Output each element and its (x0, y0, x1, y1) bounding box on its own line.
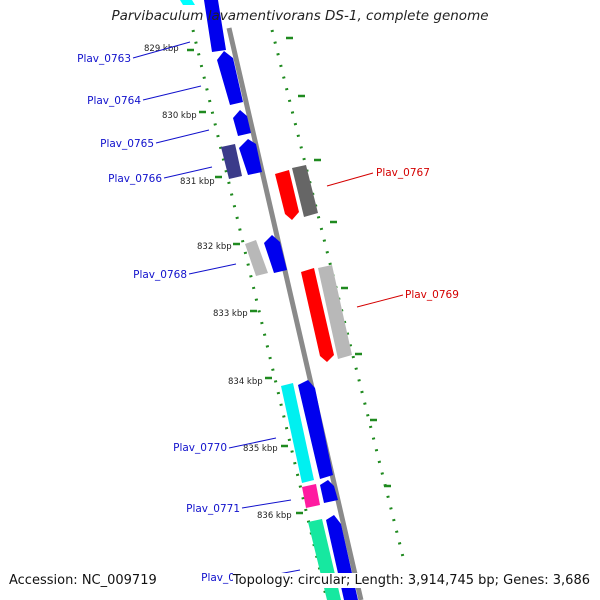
gene-feature[interactable] (301, 268, 334, 362)
gene-feature[interactable] (180, 0, 195, 5)
gene-feature[interactable] (264, 235, 287, 273)
gene-label[interactable]: Plav_0769 (405, 289, 459, 301)
gene-feature[interactable] (275, 170, 299, 220)
label-leaders (132, 41, 404, 579)
map-title: Parvibaculum lavamentivorans DS-1, compl… (111, 8, 489, 24)
gene-feature[interactable] (245, 240, 268, 276)
gene-feature[interactable] (320, 480, 338, 503)
gene-labels: Plav_0763 Plav_0764 Plav_0765 Plav_0766 … (77, 53, 459, 584)
gene-label[interactable]: Plav_0767 (376, 167, 430, 179)
gene-feature[interactable] (204, 0, 226, 52)
inner-tick-ring (191, 29, 407, 600)
kbp-label: 834 kbp (228, 377, 263, 387)
gene-feature[interactable] (302, 484, 320, 508)
major-ticks (187, 36, 391, 515)
topology-summary: Topology: circular; Length: 3,914,745 bp… (232, 573, 590, 588)
gene-feature[interactable] (221, 144, 242, 179)
gene-label[interactable]: Plav_0771 (186, 503, 240, 515)
gene-label[interactable]: Plav_0765 (100, 138, 154, 150)
gene-feature[interactable] (239, 139, 262, 175)
genome-backbone (226, 27, 364, 600)
gene-label[interactable]: Plav_0770 (173, 442, 227, 454)
kbp-label: 831 kbp (180, 177, 215, 187)
kbp-label: 836 kbp (257, 511, 292, 521)
gene-label[interactable]: Plav_0764 (87, 95, 141, 107)
kbp-labels: 829 kbp 830 kbp 831 kbp 832 kbp 833 kbp … (144, 44, 292, 521)
gene-label[interactable]: Plav_0768 (133, 269, 187, 281)
gene-feature[interactable] (217, 51, 243, 105)
gene-feature[interactable] (281, 383, 314, 483)
gene-feature[interactable] (292, 165, 318, 217)
accession-label: Accession: NC_009719 (9, 573, 157, 588)
gene-label[interactable]: Plav_0763 (77, 53, 131, 65)
kbp-label: 830 kbp (162, 111, 197, 121)
gene-feature[interactable] (318, 265, 352, 359)
gene-features (180, 0, 358, 600)
kbp-label: 832 kbp (197, 242, 232, 252)
kbp-label: 833 kbp (213, 309, 248, 319)
gene-label[interactable]: Plav_0766 (108, 173, 162, 185)
gene-feature[interactable] (298, 380, 333, 479)
kbp-label: 835 kbp (243, 444, 278, 454)
kbp-label: 829 kbp (144, 44, 179, 54)
left-tick-ring (191, 29, 329, 600)
gene-feature[interactable] (233, 110, 251, 136)
